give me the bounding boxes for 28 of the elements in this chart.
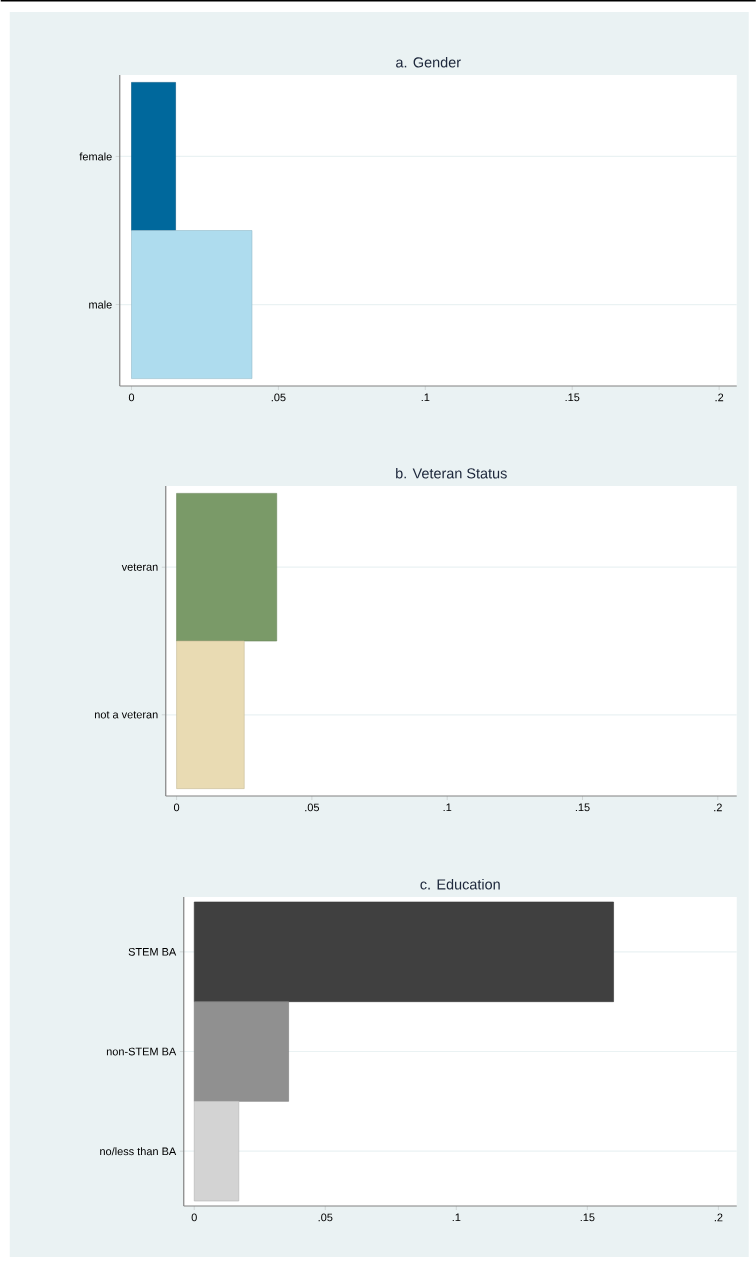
x-tick-label: .1	[421, 393, 430, 402]
x-tick-label: 0	[128, 393, 134, 402]
x-tick-label: .05	[305, 803, 319, 812]
y-tick-label: no/less than BA	[99, 1147, 176, 1156]
x-tick-label: 0	[173, 803, 179, 812]
y-tick-label: veteran	[121, 563, 158, 571]
y-tick-label: non-STEM BA	[106, 1047, 176, 1056]
y-tick-label: not a veteran	[94, 711, 158, 719]
y-tick-label: STEM BA	[128, 947, 176, 956]
x-tick-label: .1	[452, 1213, 461, 1222]
bar	[193, 1001, 289, 1102]
x-tick-label: .2	[715, 393, 723, 402]
x-tick-label: .15	[580, 1213, 595, 1222]
chart-title: c. Education	[420, 878, 500, 890]
x-tick-label: 0	[191, 1213, 197, 1222]
x-tick-label: .05	[318, 1213, 333, 1222]
x-tick-label: .2	[713, 803, 722, 812]
x-tick-label: .05	[271, 393, 286, 402]
chart-title: b. Veteran Status	[395, 467, 507, 479]
chart-title: a. Gender	[395, 56, 461, 68]
bar	[193, 901, 614, 1002]
x-tick-label: .15	[575, 803, 590, 812]
x-tick-label: .1	[443, 803, 451, 812]
y-tick-label: male	[88, 300, 112, 309]
x-tick-label: .2	[714, 1213, 723, 1222]
x-tick-label: .15	[565, 393, 580, 402]
bar	[193, 1101, 239, 1202]
y-tick-label: female	[79, 152, 112, 161]
